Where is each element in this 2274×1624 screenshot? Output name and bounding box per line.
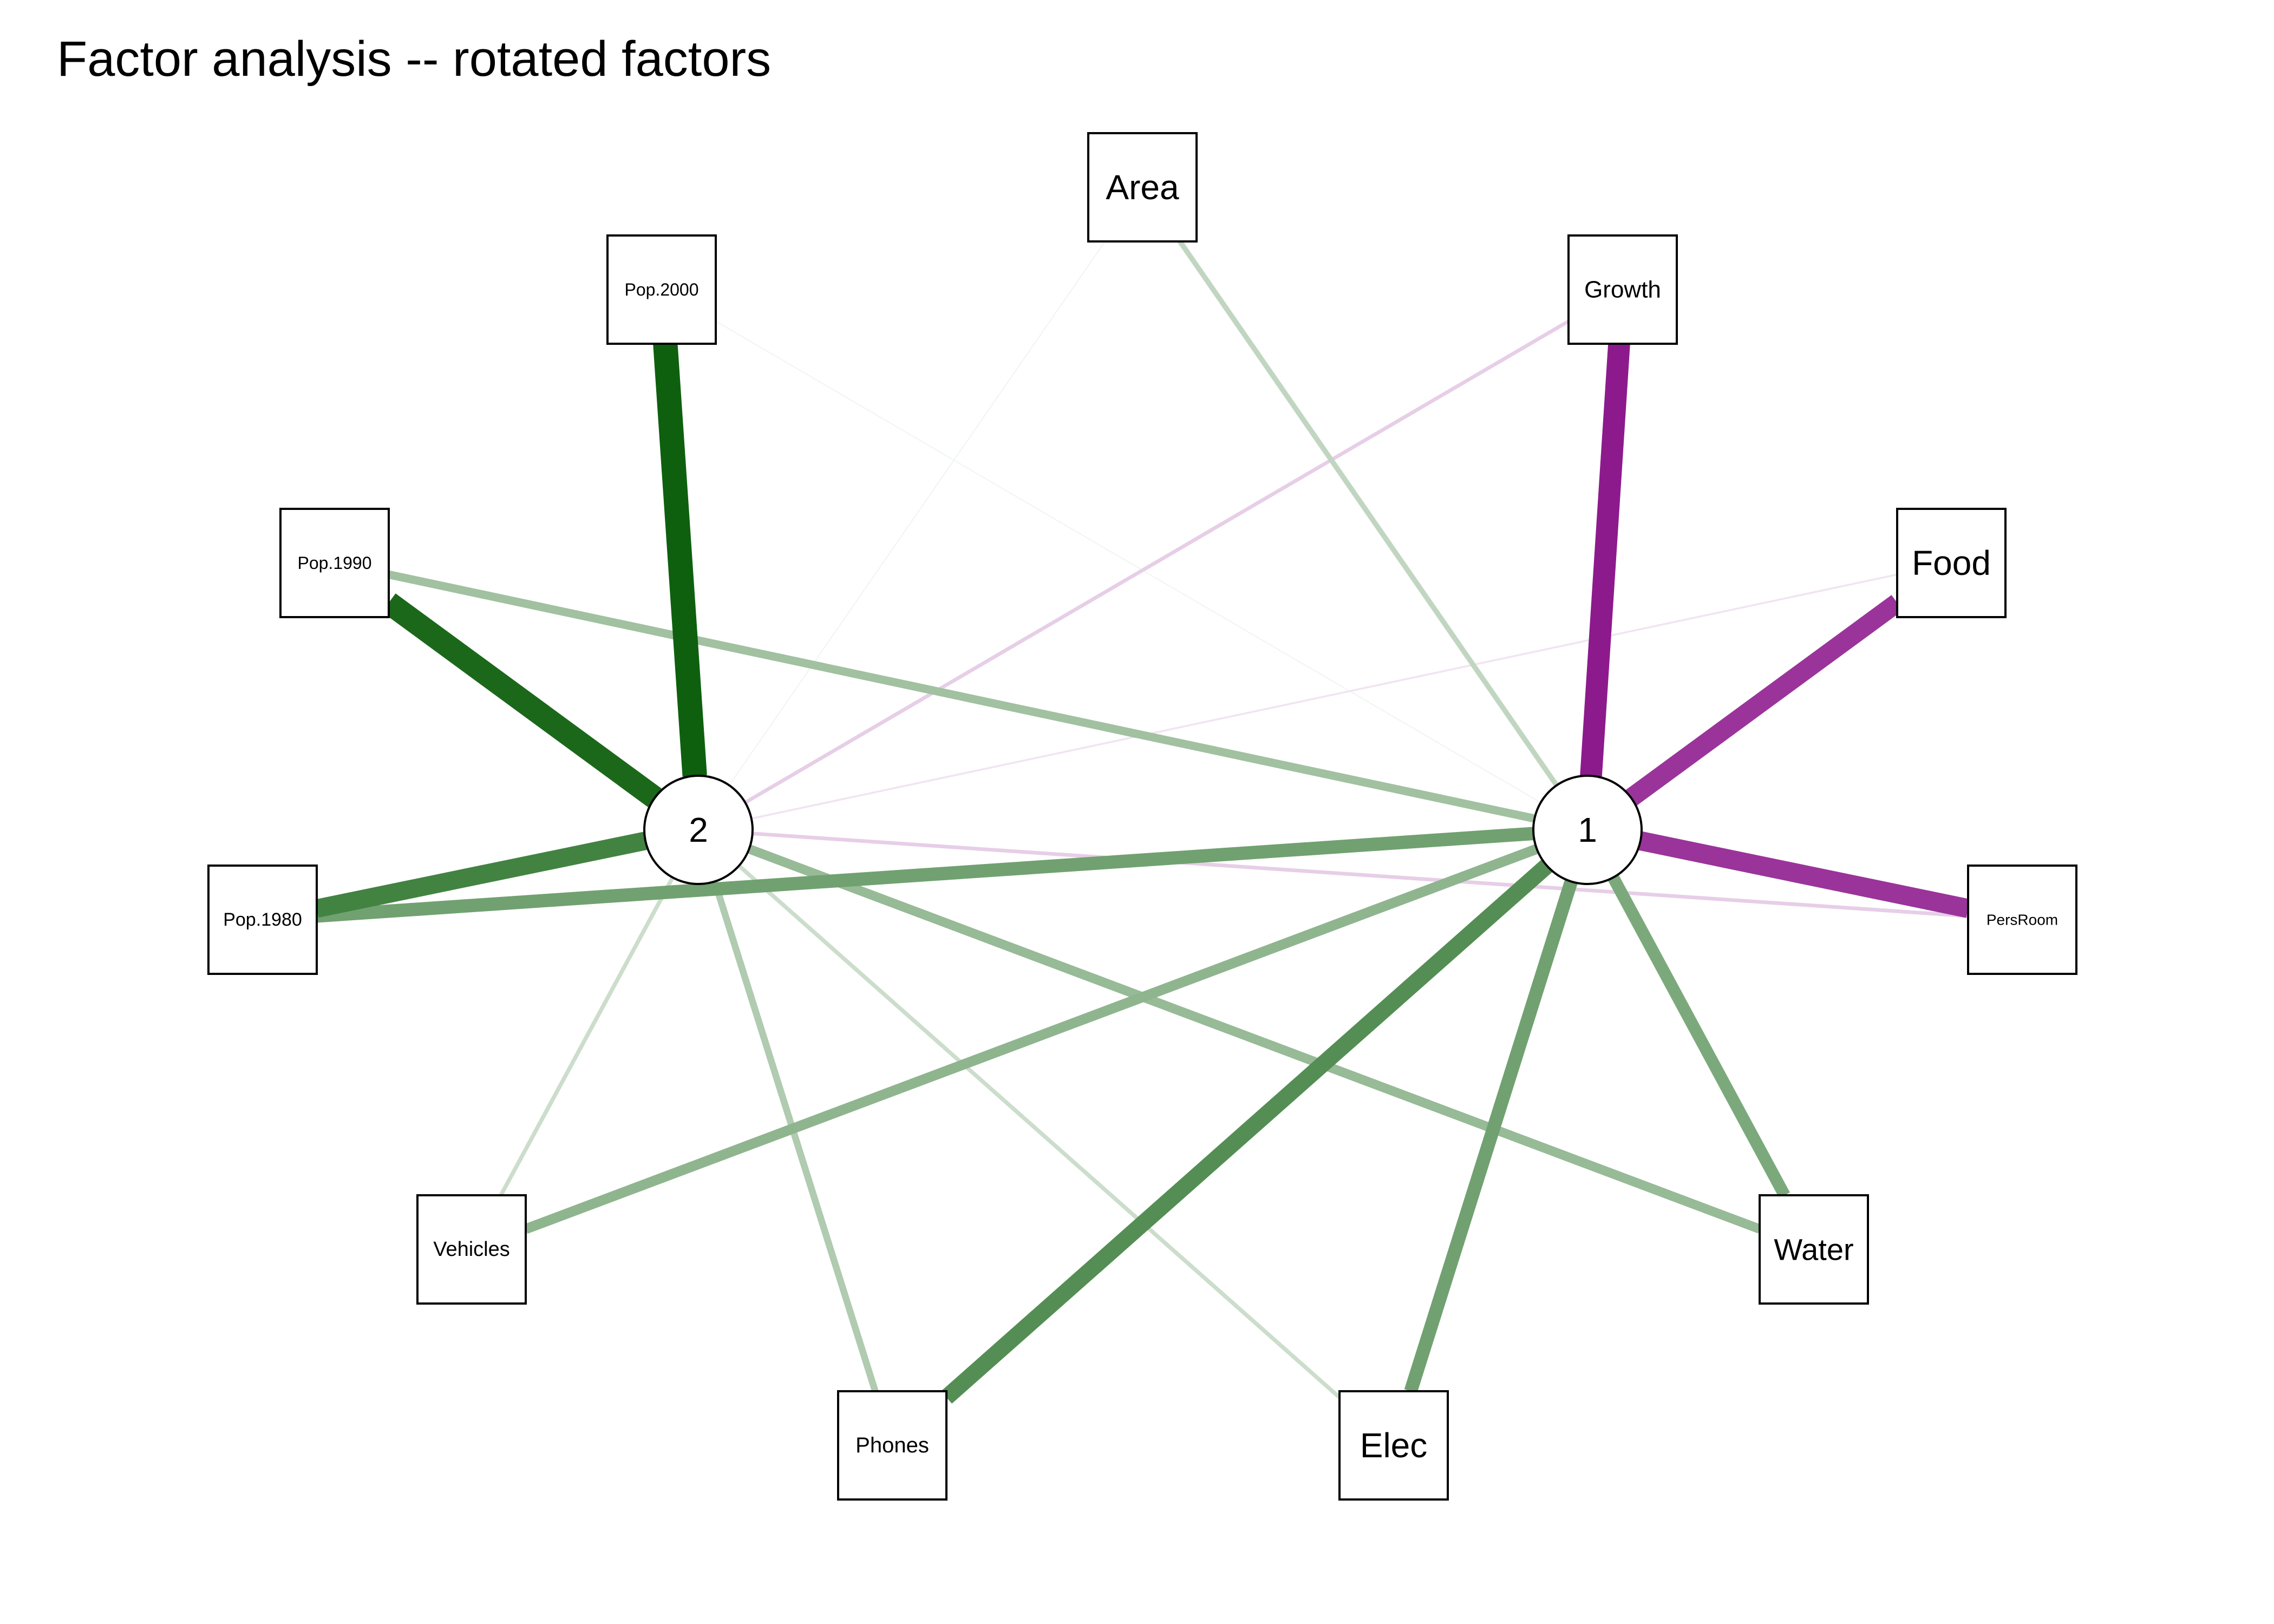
variable-label: Food <box>1912 543 1991 582</box>
factor-circle <box>1532 775 1643 885</box>
variable-box <box>1759 1194 1869 1305</box>
factor-node-2: 2 <box>643 775 754 885</box>
edge-phones-factor-1 <box>940 859 1553 1404</box>
variable-box <box>1087 132 1198 243</box>
edge-food-factor-1 <box>1625 595 1903 806</box>
variable-label: Growth <box>1584 277 1661 303</box>
edge-area-factor-2 <box>729 241 1106 786</box>
variable-node-growth: Growth <box>1567 234 1678 345</box>
factor-label: 1 <box>1578 810 1597 849</box>
variable-box <box>1567 234 1678 345</box>
edge-growth-factor-1 <box>1580 343 1630 777</box>
variable-box <box>416 1194 527 1305</box>
edge-pop-2000-factor-1 <box>715 320 1541 803</box>
variable-box <box>606 234 717 345</box>
variable-box <box>1896 508 2007 618</box>
edge-area-factor-1 <box>1178 240 1559 787</box>
edge-pop-1990-factor-2 <box>382 593 662 808</box>
variable-label: Elec <box>1360 1426 1428 1465</box>
edge-vehicles-factor-1 <box>524 844 1539 1234</box>
loading-edges <box>315 240 1970 1404</box>
nodes: Area Growth Food PersRoom Water Elec Phones Veh… <box>207 132 2077 1501</box>
variable-box <box>1967 865 2077 975</box>
edge-pop-1980-factor-2 <box>315 831 648 918</box>
variable-label: Water <box>1774 1233 1853 1267</box>
diagram-title: Factor analysis -- rotated factors <box>57 31 771 87</box>
edge-persroom-factor-1 <box>1638 831 1970 918</box>
variable-box <box>1338 1390 1449 1501</box>
variable-node-food: Food <box>1896 508 2007 618</box>
variable-box <box>279 508 390 618</box>
variable-label: Pop.2000 <box>624 280 698 299</box>
variable-node-persroom: PersRoom <box>1967 865 2077 975</box>
variable-box <box>207 865 318 975</box>
edge-water-factor-2 <box>747 844 1762 1234</box>
edge-pop-1990-factor-1 <box>388 570 1535 823</box>
variable-label: Area <box>1106 168 1179 207</box>
edge-growth-factor-2 <box>744 319 1570 804</box>
factor-circle <box>643 775 754 885</box>
factor-label: 2 <box>689 810 708 849</box>
edge-pop-2000-factor-2 <box>653 343 707 777</box>
edge-elec-factor-1 <box>1404 879 1578 1393</box>
variable-label: Pop.1980 <box>223 909 302 930</box>
variable-label: Pop.1990 <box>297 553 371 573</box>
edge-elec-factor-2 <box>737 864 1341 1399</box>
variable-node-elec: Elec <box>1338 1390 1449 1501</box>
variable-node-phones: Phones <box>837 1390 948 1501</box>
variable-node-water: Water <box>1759 1194 1869 1305</box>
variable-label: PersRoom <box>1987 912 2058 928</box>
edge-vehicles-factor-2 <box>499 876 675 1196</box>
variable-node-vehicles: Vehicles <box>416 1194 527 1305</box>
variable-node-pop-1980: Pop.1980 <box>207 865 318 975</box>
variable-node-pop-2000: Pop.2000 <box>606 234 717 345</box>
variable-node-pop-1990: Pop.1990 <box>279 508 390 618</box>
variable-node-area: Area <box>1087 132 1198 243</box>
variable-box <box>837 1390 948 1501</box>
variable-label: Phones <box>855 1433 929 1457</box>
edge-pop-1980-factor-1 <box>316 827 1534 923</box>
factor-node-1: 1 <box>1532 775 1643 885</box>
edge-persroom-factor-2 <box>752 831 1969 918</box>
edge-food-factor-2 <box>751 573 1898 820</box>
edge-water-factor-1 <box>1608 874 1790 1199</box>
edge-phones-factor-2 <box>711 880 879 1392</box>
variable-label: Vehicles <box>433 1238 510 1261</box>
